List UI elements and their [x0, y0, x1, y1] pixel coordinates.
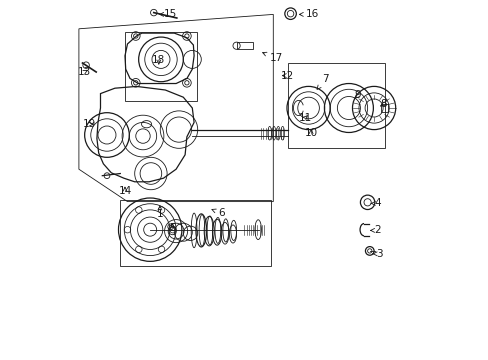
Text: 1: 1: [156, 206, 163, 219]
Text: 15: 15: [160, 9, 177, 19]
Text: 2: 2: [370, 225, 380, 235]
Text: 17: 17: [262, 52, 282, 63]
Text: 13: 13: [78, 67, 91, 77]
Text: 16: 16: [299, 9, 319, 19]
Text: 10: 10: [304, 128, 317, 138]
Text: 11: 11: [298, 113, 311, 123]
Bar: [125, 32, 197, 101]
Text: 18: 18: [152, 55, 165, 66]
Bar: [287, 63, 384, 148]
Text: 12: 12: [280, 71, 293, 81]
Bar: [236, 42, 252, 49]
Text: 14: 14: [118, 186, 131, 196]
Text: 5: 5: [169, 222, 176, 233]
Text: 7: 7: [316, 74, 328, 89]
Text: 8: 8: [379, 99, 386, 109]
Text: 9: 9: [354, 90, 361, 100]
Text: 3: 3: [372, 249, 382, 259]
Bar: [381, 104, 387, 112]
Text: 19: 19: [82, 119, 96, 129]
Text: 6: 6: [211, 208, 224, 218]
Text: 4: 4: [370, 198, 380, 208]
